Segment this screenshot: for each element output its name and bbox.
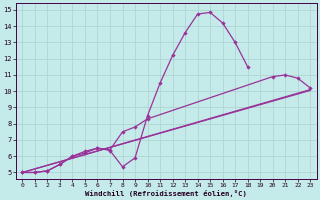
X-axis label: Windchill (Refroidissement éolien,°C): Windchill (Refroidissement éolien,°C) bbox=[85, 190, 247, 197]
